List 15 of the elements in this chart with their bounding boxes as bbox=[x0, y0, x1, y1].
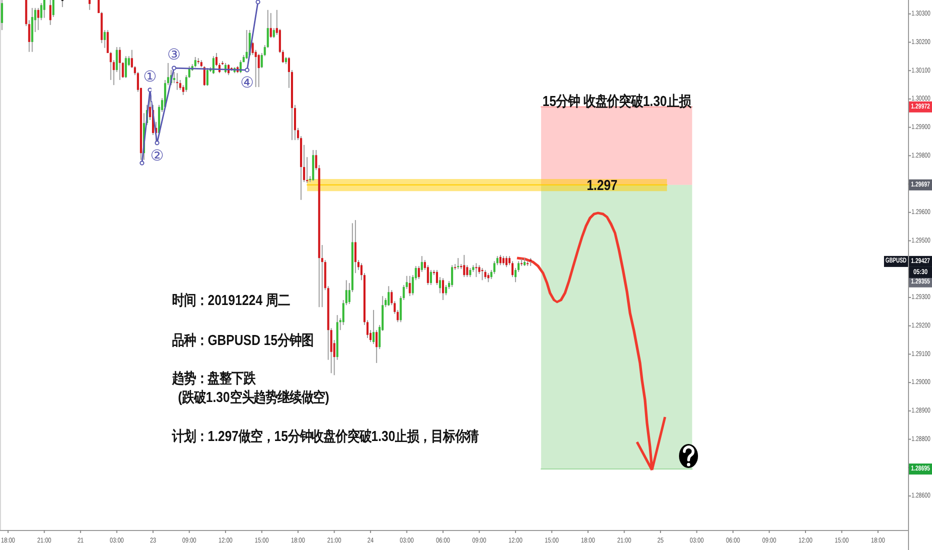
data-label: ② bbox=[150, 147, 164, 164]
data-label: ④ bbox=[240, 74, 254, 92]
annotation: 趋势：盘整下跌 bbox=[171, 370, 256, 386]
annotation: 品种：GBPUSD 15分钟图 bbox=[172, 332, 314, 348]
point bbox=[172, 66, 176, 70]
annotation: 时间：20191224 周二 bbox=[172, 292, 290, 308]
annotation: 15分钟 收盘价突破1.30止损 bbox=[542, 92, 692, 110]
point bbox=[154, 140, 160, 146]
annotation: (跌破1.30空头趋势继续做空) bbox=[178, 388, 330, 406]
annotation: 计划：1.297做空，15分钟收盘价突破1.30止损，目标你猜 bbox=[171, 428, 479, 444]
annotation: 1.297 bbox=[586, 177, 618, 194]
data-label: ① bbox=[143, 68, 157, 86]
point bbox=[256, 0, 260, 4]
data-label: ③ bbox=[167, 46, 181, 64]
point bbox=[244, 68, 250, 72]
